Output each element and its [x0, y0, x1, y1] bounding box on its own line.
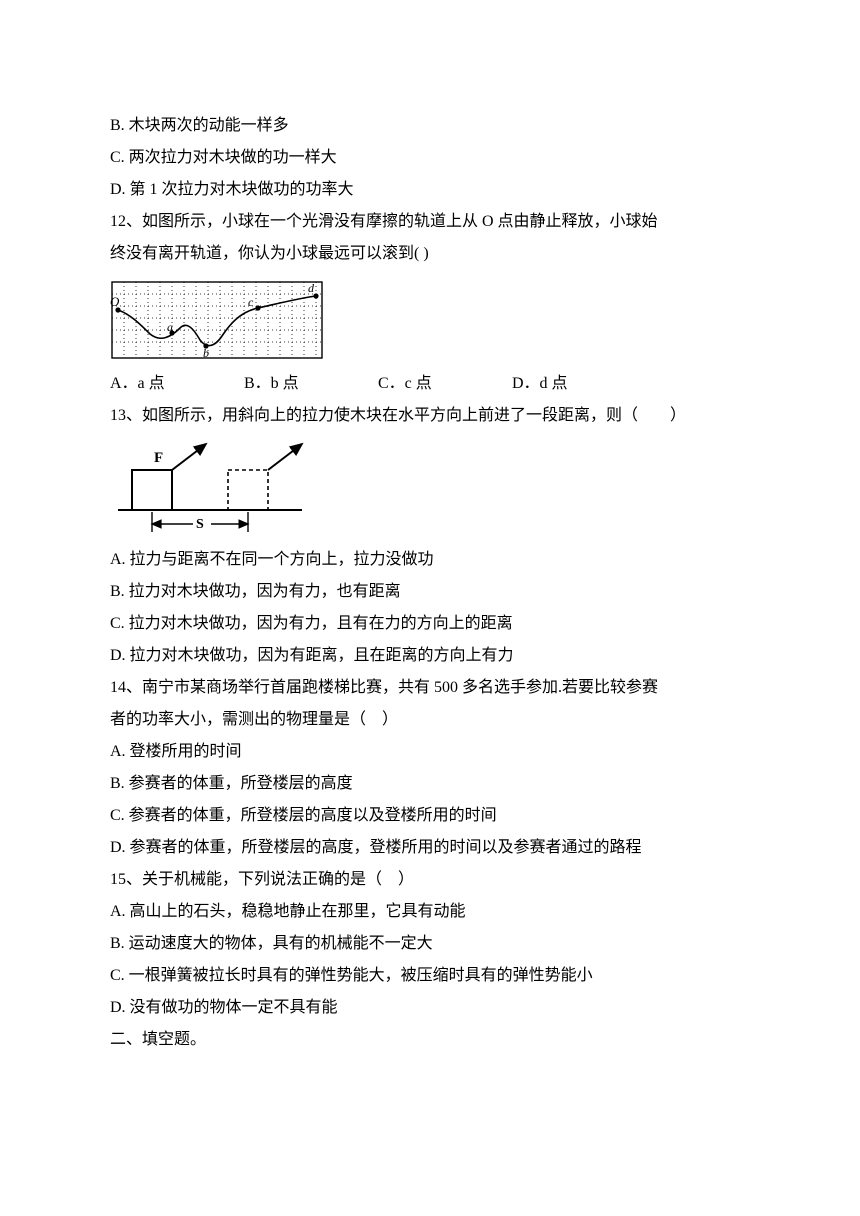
q11-option-c: C. 两次拉力对木块做的功一样大	[110, 142, 750, 174]
q14-stem-line1: 14、南宁市某商场举行首届跑楼梯比赛，共有 500 多名选手参加.若要比较参赛	[110, 672, 750, 704]
q11-option-d: D. 第 1 次拉力对木块做功的功率大	[110, 174, 750, 206]
q15-option-c: C. 一根弹簧被拉长时具有的弹性势能大，被压缩时具有的弹性势能小	[110, 960, 750, 992]
q14-option-d: D. 参赛者的体重，所登楼层的高度，登楼所用的时间以及参赛者通过的路程	[110, 832, 750, 864]
q12-label-a: a	[167, 320, 173, 334]
q15-stem: 15、关于机械能，下列说法正确的是（ ）	[110, 864, 750, 896]
q14-option-c: C. 参赛者的体重，所登楼层的高度以及登楼所用的时间	[110, 800, 750, 832]
q12-stem-line1: 12、如图所示，小球在一个光滑没有摩擦的轨道上从 O 点由静止释放，小球始	[110, 206, 750, 238]
section2-title: 二、填空题。	[110, 1024, 750, 1056]
q12-options: A．a 点 B．b 点 C．c 点 D．d 点	[110, 368, 750, 400]
q12-option-a: A．a 点	[110, 368, 240, 400]
q12-option-b: B．b 点	[244, 368, 374, 400]
q12-label-c: c	[248, 295, 254, 309]
q12-option-d: D．d 点	[512, 368, 642, 400]
q15-option-a: A. 高山上的石头，稳稳地静止在那里，它具有动能	[110, 896, 750, 928]
q13-option-d: D. 拉力对木块做功，因为有距离，且在距离的方向上有力	[110, 640, 750, 672]
q11-option-b: B. 木块两次的动能一样多	[110, 110, 750, 142]
q13-option-b: B. 拉力对木块做功，因为有力，也有距离	[110, 576, 750, 608]
q14-option-a: A. 登楼所用的时间	[110, 736, 750, 768]
q13-label-S: S	[196, 517, 204, 532]
q12-label-d: d	[308, 281, 315, 295]
q14-stem-line2: 者的功率大小，需测出的物理量是（ ）	[110, 704, 750, 736]
q15-option-b: B. 运动速度大的物体，具有的机械能不一定大	[110, 928, 750, 960]
q12-stem-line2: 终没有离开轨道，你认为小球最远可以滚到( )	[110, 238, 750, 270]
q12-figure: O a b c d	[110, 276, 750, 364]
q13-option-a: A. 拉力与距离不在同一个方向上，拉力没做功	[110, 544, 750, 576]
q13-stem: 13、如图所示，用斜向上的拉力使木块在水平方向上前进了一段距离，则（ ）	[110, 400, 750, 432]
q13-label-F: F	[154, 450, 163, 466]
q13-figure: S F	[110, 442, 750, 538]
q15-option-d: D. 没有做功的物体一定不具有能	[110, 992, 750, 1024]
q12-label-O: O	[110, 294, 120, 309]
q14-option-b: B. 参赛者的体重，所登楼层的高度	[110, 768, 750, 800]
q12-label-b: b	[203, 346, 209, 360]
q12-option-c: C．c 点	[378, 368, 508, 400]
q13-option-c: C. 拉力对木块做功，因为有力，且有在力的方向上的距离	[110, 608, 750, 640]
